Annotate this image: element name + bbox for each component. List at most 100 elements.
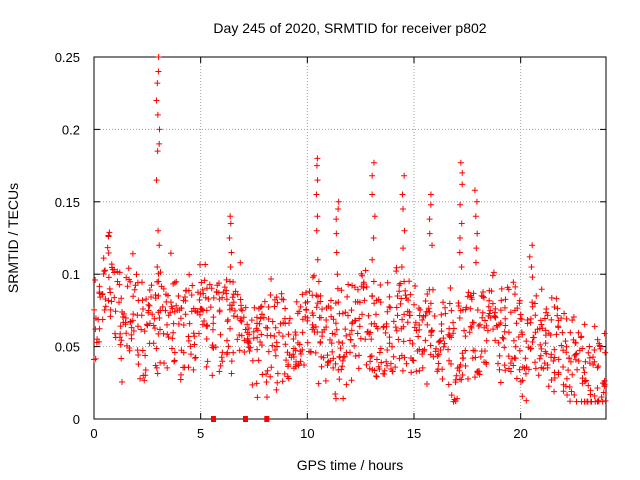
- data-point: [101, 268, 108, 275]
- data-point: [384, 362, 391, 369]
- data-point: [239, 307, 246, 314]
- data-point: [323, 317, 330, 324]
- data-point: [133, 271, 140, 278]
- data-point: [171, 349, 178, 356]
- data-point: [338, 287, 345, 294]
- data-point: [107, 289, 114, 296]
- data-point: [419, 316, 426, 323]
- data-point: [450, 325, 457, 332]
- data-point: [299, 316, 306, 323]
- data-point: [358, 283, 365, 290]
- data-point: [413, 368, 420, 375]
- data-point: [538, 286, 545, 293]
- data-point: [156, 126, 163, 133]
- data-point: [514, 305, 521, 312]
- data-point: [553, 331, 560, 338]
- data-point: [424, 290, 431, 297]
- data-point: [299, 291, 306, 298]
- data-point: [347, 336, 354, 343]
- data-point: [241, 337, 248, 344]
- data-point: [365, 312, 372, 319]
- data-point: [165, 334, 172, 341]
- data-point: [188, 291, 195, 298]
- data-point: [351, 284, 358, 291]
- data-point: [253, 380, 260, 387]
- data-point: [591, 392, 598, 399]
- data-point: [290, 353, 297, 360]
- data-point: [586, 354, 593, 361]
- data-point: [319, 306, 326, 313]
- data-point: [258, 331, 265, 338]
- data-point: [118, 355, 125, 362]
- data-point: [390, 353, 397, 360]
- data-point: [450, 319, 457, 326]
- data-point: [419, 364, 426, 371]
- data-point: [542, 340, 549, 347]
- data-point: [475, 322, 482, 329]
- data-point: [191, 333, 198, 340]
- data-point: [356, 352, 363, 359]
- data-point: [209, 372, 216, 379]
- data-point: [586, 360, 593, 367]
- data-point: [348, 320, 355, 327]
- data-point: [462, 333, 469, 340]
- data-point: [313, 292, 320, 299]
- data-point: [398, 295, 405, 302]
- data-point: [297, 303, 304, 310]
- data-point: [401, 278, 408, 285]
- data-point: [216, 368, 223, 375]
- data-point: [555, 356, 562, 363]
- data-point: [314, 177, 321, 184]
- data-point: [456, 364, 463, 371]
- data-point: [431, 312, 438, 319]
- data-point: [386, 340, 393, 347]
- data-point: [490, 326, 497, 333]
- data-point: [250, 328, 257, 335]
- data-point: [178, 371, 185, 378]
- data-point: [482, 348, 489, 355]
- data-point: [366, 365, 373, 372]
- data-point: [314, 300, 321, 307]
- data-point: [203, 307, 210, 314]
- data-point: [587, 391, 594, 398]
- data-point: [448, 392, 455, 399]
- data-point: [207, 304, 214, 311]
- x-tick-labels: 0 5 10 15 20: [90, 426, 528, 441]
- data-point: [311, 329, 318, 336]
- data-point: [337, 345, 344, 352]
- data-point: [569, 371, 576, 378]
- data-point: [112, 308, 119, 315]
- data-point: [502, 367, 509, 374]
- data-point: [200, 290, 207, 297]
- data-point: [313, 304, 320, 311]
- data-point: [427, 191, 434, 198]
- data-point: [256, 320, 263, 327]
- data-point: [160, 330, 167, 337]
- data-point: [470, 319, 477, 326]
- data-point: [576, 347, 583, 354]
- data-point: [231, 307, 238, 314]
- data-point: [273, 386, 280, 393]
- data-point: [223, 276, 230, 283]
- data-point: [315, 380, 322, 387]
- data-point: [128, 324, 135, 331]
- data-point: [175, 293, 182, 300]
- data-point: [512, 355, 519, 362]
- data-point: [344, 312, 351, 319]
- data-point: [155, 227, 162, 234]
- data-point: [465, 289, 472, 296]
- data-point: [400, 338, 407, 345]
- data-point: [155, 68, 162, 75]
- data-point: [345, 281, 352, 288]
- data-point: [290, 365, 297, 372]
- data-point: [448, 361, 455, 368]
- data-point: [134, 347, 141, 354]
- data-point: [201, 277, 208, 284]
- data-point: [464, 293, 471, 300]
- data-point: [542, 348, 549, 355]
- data-point: [182, 297, 189, 304]
- data-point: [296, 308, 303, 315]
- data-point: [333, 326, 340, 333]
- data-point: [234, 291, 241, 298]
- data-point: [371, 367, 378, 374]
